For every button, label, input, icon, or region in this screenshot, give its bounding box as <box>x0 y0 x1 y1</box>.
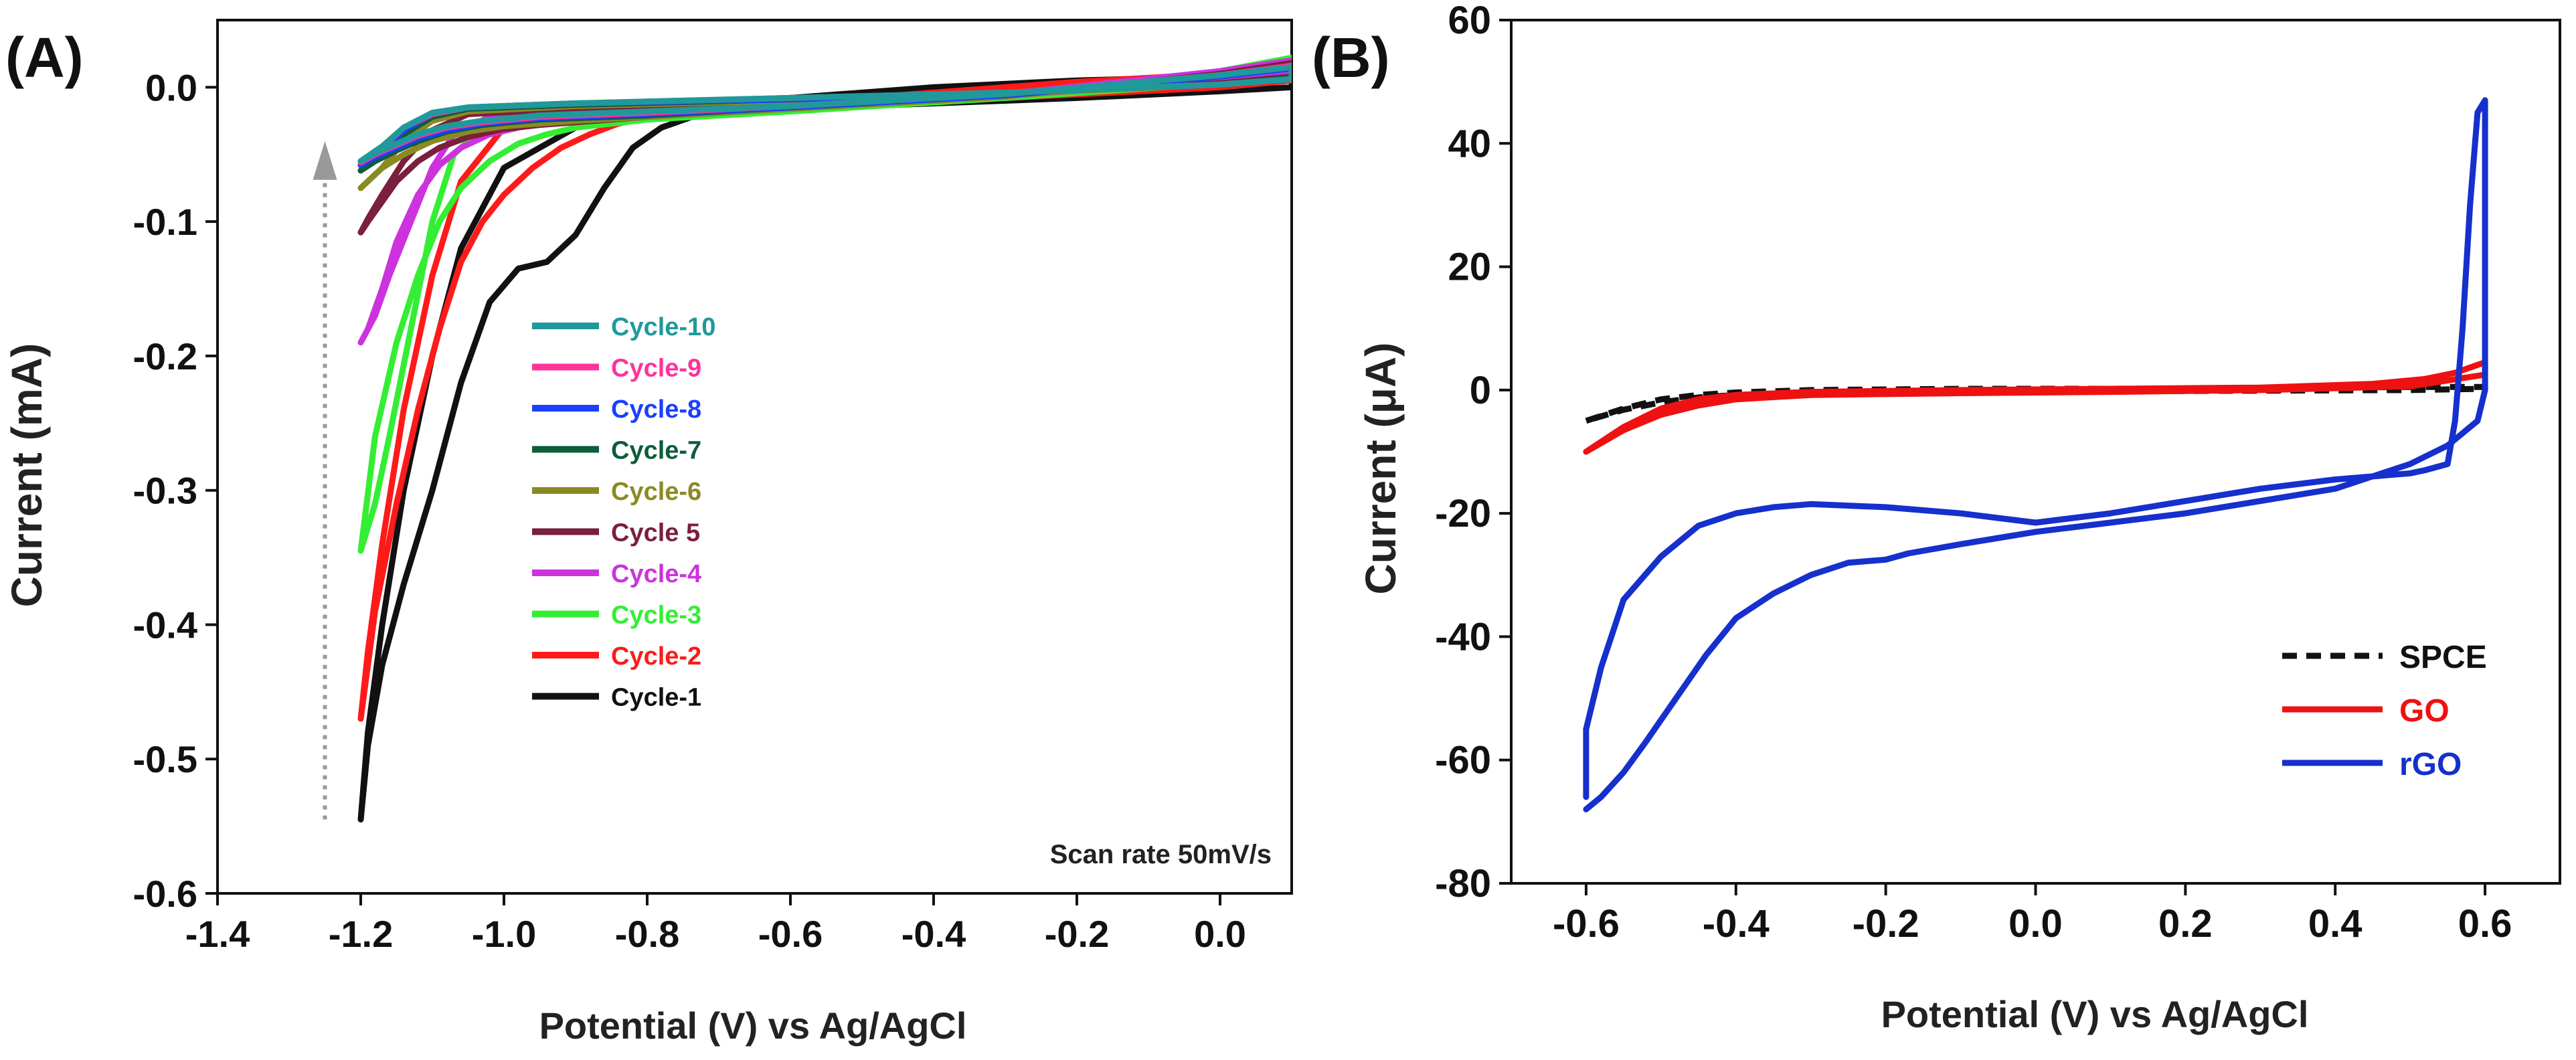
y-tick-label: 0.0 <box>145 66 197 108</box>
chart-panel-a: (A) -1.4 -1.2 -1.0 -0.8 -0.6 -0.4 -0.2 0.0 0.0 -0… <box>3 19 1293 1047</box>
y-tick-label: -20 <box>1435 492 1491 535</box>
y-tick-label: -0.3 <box>133 470 198 512</box>
y-tick-label: -0.2 <box>133 335 198 377</box>
y-tick-label: -80 <box>1435 862 1491 905</box>
x-tick-label: -0.2 <box>1853 902 1919 946</box>
legend-label: Cycle-6 <box>611 478 701 506</box>
x-tick-label: -0.6 <box>758 913 823 955</box>
x-tick-label: 0.2 <box>2158 902 2213 946</box>
y-tick-label: -60 <box>1435 739 1491 782</box>
legend-label: Cycle-3 <box>611 602 701 630</box>
y-tick-label: 40 <box>1448 122 1491 165</box>
x-tick-label: 0.0 <box>2008 902 2063 946</box>
plot-frame <box>216 19 1293 895</box>
x-tick-label: -1.2 <box>329 913 394 955</box>
x-tick-label: -0.2 <box>1045 913 1110 955</box>
trend-arrow-head <box>313 141 337 180</box>
y-tick-label: 0 <box>1470 369 1491 412</box>
x-tick-label: -0.6 <box>1553 902 1620 946</box>
x-tick-label: -1.0 <box>472 913 537 955</box>
series-line-rgo <box>1583 97 2488 812</box>
legend-label: Cycle-8 <box>611 395 701 424</box>
legend-label: Cycle-2 <box>611 642 701 671</box>
y-tick-label: -0.5 <box>133 738 198 780</box>
legend-label: Cycle 5 <box>611 519 700 547</box>
x-axis-title-a: Potential (V) vs Ag/AgCl <box>539 1004 967 1047</box>
x-axis-title-b: Potential (V) vs Ag/AgCl <box>1881 993 2309 1035</box>
x-tick-label: 0.6 <box>2458 902 2512 946</box>
y-tick-label: -0.1 <box>133 201 198 243</box>
legend-label: Cycle-7 <box>611 437 701 465</box>
panel-b-label: (B) <box>1312 26 1390 89</box>
chart-panel-b: (B) -0.6 -0.4 -0.2 0.0 0.2 0.4 0.6 60 40 20 0 -20 -4… <box>1312 0 2561 1035</box>
plot-area-a: -1.4 -1.2 -1.0 -0.8 -0.6 -0.4 -0.2 0.0 0.0 -0.1 -0… <box>133 19 1293 955</box>
legend-label: Cycle-1 <box>611 684 701 712</box>
x-tick-label: 0.0 <box>1194 913 1246 955</box>
series-line-cycle-10 <box>357 64 1292 165</box>
legend-label: SPCE <box>2399 640 2487 675</box>
y-tick-label: 20 <box>1448 246 1491 289</box>
legend-label: rGO <box>2399 747 2462 782</box>
x-tick-label: -0.4 <box>1703 902 1770 946</box>
y-tick-label: 60 <box>1448 0 1491 42</box>
y-axis-title-b: Current (μA) <box>1357 343 1405 595</box>
x-tick-label: 0.4 <box>2308 902 2363 946</box>
legend-label: Cycle-10 <box>611 313 715 341</box>
legend-label: GO <box>2399 693 2450 729</box>
series-line-go <box>1583 359 2488 455</box>
y-tick-label: -0.4 <box>133 604 198 646</box>
plot-area-b: -0.6 -0.4 -0.2 0.0 0.2 0.4 0.6 60 40 20 0 -20 -40 -60… <box>1435 0 2561 946</box>
legend-label: Cycle-9 <box>611 355 701 383</box>
x-tick-label: -1.4 <box>185 913 250 955</box>
y-axis-title-a: Current (mA) <box>3 343 51 608</box>
scan-rate-annotation: Scan rate 50mV/s <box>1050 840 1272 869</box>
x-tick-label: -0.8 <box>615 913 680 955</box>
legend-label: Cycle-4 <box>611 560 701 588</box>
panel-a-label: (A) <box>5 26 84 89</box>
x-tick-label: -0.4 <box>901 913 966 955</box>
y-tick-label: -40 <box>1435 615 1491 658</box>
y-tick-label: -0.6 <box>133 873 198 915</box>
